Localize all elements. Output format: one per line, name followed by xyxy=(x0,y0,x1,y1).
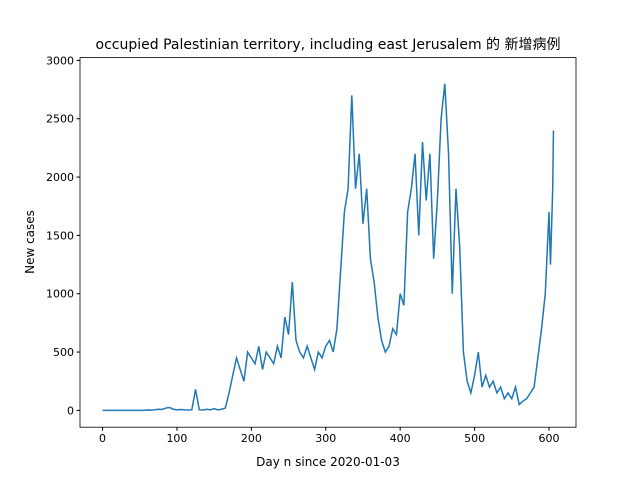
y-tick-label: 0 xyxy=(67,404,74,417)
x-tick-label: 100 xyxy=(166,432,187,445)
x-axis-label: Day n since 2020-01-03 xyxy=(256,455,400,469)
plot-frame xyxy=(79,57,577,428)
y-axis-label: New cases xyxy=(23,210,37,274)
line-series xyxy=(102,83,555,412)
x-tick-label: 600 xyxy=(538,432,559,445)
y-tick-label: 2500 xyxy=(46,113,74,126)
x-tick-label: 500 xyxy=(464,432,485,445)
x-tick-label: 300 xyxy=(315,432,336,445)
x-tick-label: 400 xyxy=(390,432,411,445)
x-tick-label: 0 xyxy=(99,432,106,445)
y-tick-label: 3000 xyxy=(46,54,74,67)
y-tick-label: 1000 xyxy=(46,288,74,301)
chart-title: occupied Palestinian territory, includin… xyxy=(96,37,561,53)
x-tick-label: 200 xyxy=(241,432,262,445)
y-tick-label: 500 xyxy=(53,346,74,359)
y-tick-label: 1500 xyxy=(46,229,74,242)
y-tick-label: 2000 xyxy=(46,171,74,184)
